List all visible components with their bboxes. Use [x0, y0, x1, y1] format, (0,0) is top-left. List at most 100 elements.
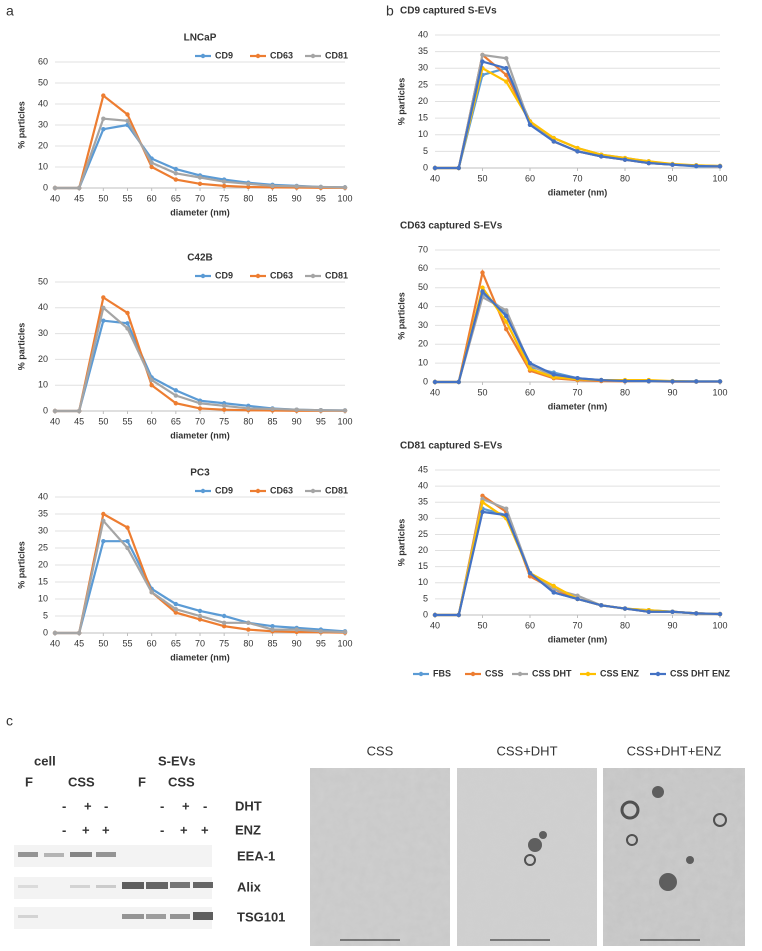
data-point — [456, 612, 461, 618]
series-line — [435, 268, 720, 384]
data-point — [246, 406, 251, 411]
x-tick-label: 80 — [243, 193, 253, 203]
data-point — [173, 607, 179, 612]
sign: - — [104, 798, 108, 813]
data-point — [101, 93, 106, 98]
data-point — [504, 308, 509, 313]
legend-marker — [200, 273, 206, 279]
data-point — [173, 171, 179, 176]
data-point — [270, 183, 275, 189]
data-point — [270, 627, 275, 632]
x-tick-label: 75 — [219, 416, 229, 426]
sign: + — [102, 822, 110, 837]
y-tick-label: 40 — [38, 491, 48, 501]
data-point — [480, 59, 485, 64]
legend-marker — [310, 273, 316, 279]
x-tick-label: 95 — [316, 638, 326, 648]
data-point — [52, 630, 58, 636]
data-point — [294, 184, 299, 189]
y-tick-label: 30 — [418, 513, 428, 523]
series-line — [55, 319, 346, 413]
data-point — [173, 610, 179, 615]
y-tick-label: 35 — [38, 508, 48, 518]
x-tick-label: 100 — [337, 416, 352, 426]
x-tick-label: 40 — [50, 638, 60, 648]
y-tick-label: 10 — [418, 577, 428, 587]
data-point — [527, 360, 533, 366]
y-tick-label: 15 — [38, 576, 48, 586]
data-point — [101, 116, 106, 121]
x-tick-label: 70 — [195, 416, 205, 426]
data-point — [149, 377, 154, 383]
condition-label: CSS — [68, 774, 95, 789]
data-point — [504, 56, 509, 61]
x-tick-label: 50 — [477, 620, 487, 630]
x-tick-label: 100 — [712, 387, 727, 397]
sign: - — [203, 798, 207, 813]
x-tick-label: 80 — [620, 173, 630, 183]
x-axis-label: diameter (nm) — [170, 430, 230, 440]
data-point — [622, 157, 628, 162]
x-tick-label: 100 — [337, 193, 352, 203]
data-point — [575, 145, 580, 151]
band-label: EEA-1 — [237, 848, 275, 863]
data-point — [149, 160, 154, 165]
data-point — [480, 500, 485, 505]
sign: + — [182, 798, 190, 813]
legend-label: CD63 — [270, 485, 293, 495]
x-tick-label: 55 — [122, 193, 132, 203]
y-tick-label: 20 — [418, 339, 428, 349]
chart: PC3 0 5 10 15 20 25 30 35 40 40 45 50 55 60 65 70 75 80 85 9… — [16, 468, 352, 663]
sign: + — [82, 822, 90, 837]
legend-label: CD81 — [325, 270, 348, 280]
y-tick-label: 25 — [418, 79, 428, 89]
x-tick-label: 65 — [171, 638, 181, 648]
data-point — [694, 379, 699, 384]
data-point — [575, 149, 580, 154]
data-point — [551, 135, 556, 141]
x-tick-label: 90 — [292, 416, 302, 426]
data-point — [575, 593, 580, 598]
data-point — [527, 122, 533, 127]
x-tick-label: 50 — [98, 638, 108, 648]
data-point — [504, 66, 509, 71]
x-axis-label: diameter (nm) — [548, 187, 608, 197]
data-point — [125, 112, 130, 117]
y-tick-label: 30 — [418, 320, 428, 330]
data-point — [717, 379, 723, 384]
y-tick-label: 0 — [423, 162, 428, 172]
y-tick-label: 10 — [38, 380, 48, 390]
y-tick-label: 50 — [418, 282, 428, 292]
y-tick-label: 10 — [418, 358, 428, 368]
y-tick-label: 40 — [418, 29, 428, 39]
data-point — [76, 630, 82, 636]
data-point — [125, 525, 130, 530]
data-point — [342, 408, 348, 413]
data-point — [717, 611, 723, 617]
data-point — [504, 313, 509, 319]
data-point — [432, 165, 438, 171]
y-tick-label: 20 — [418, 545, 428, 555]
x-tick-label: 100 — [337, 638, 352, 648]
data-point — [575, 596, 580, 602]
legend-label: CSS ENZ — [600, 668, 640, 678]
chart-title: PC3 — [190, 468, 210, 479]
series-line — [435, 285, 720, 384]
x-tick-label: 60 — [525, 173, 535, 183]
data-point — [221, 624, 227, 629]
y-axis-label: % particles — [396, 292, 406, 340]
data-point — [432, 612, 438, 618]
group-label: S-EVs — [158, 753, 196, 768]
x-tick-label: 70 — [195, 193, 205, 203]
data-point — [551, 139, 556, 144]
data-point — [270, 624, 275, 629]
y-tick-label: 5 — [423, 146, 428, 156]
data-point — [551, 583, 556, 589]
data-point — [622, 378, 628, 384]
band-label: TSG101 — [237, 909, 285, 924]
data-point — [221, 183, 227, 189]
x-tick-label: 90 — [667, 620, 677, 630]
series-line — [55, 295, 345, 413]
em-label: CSS+DHT+ENZ — [627, 743, 722, 758]
y-tick-label: 10 — [38, 161, 48, 171]
